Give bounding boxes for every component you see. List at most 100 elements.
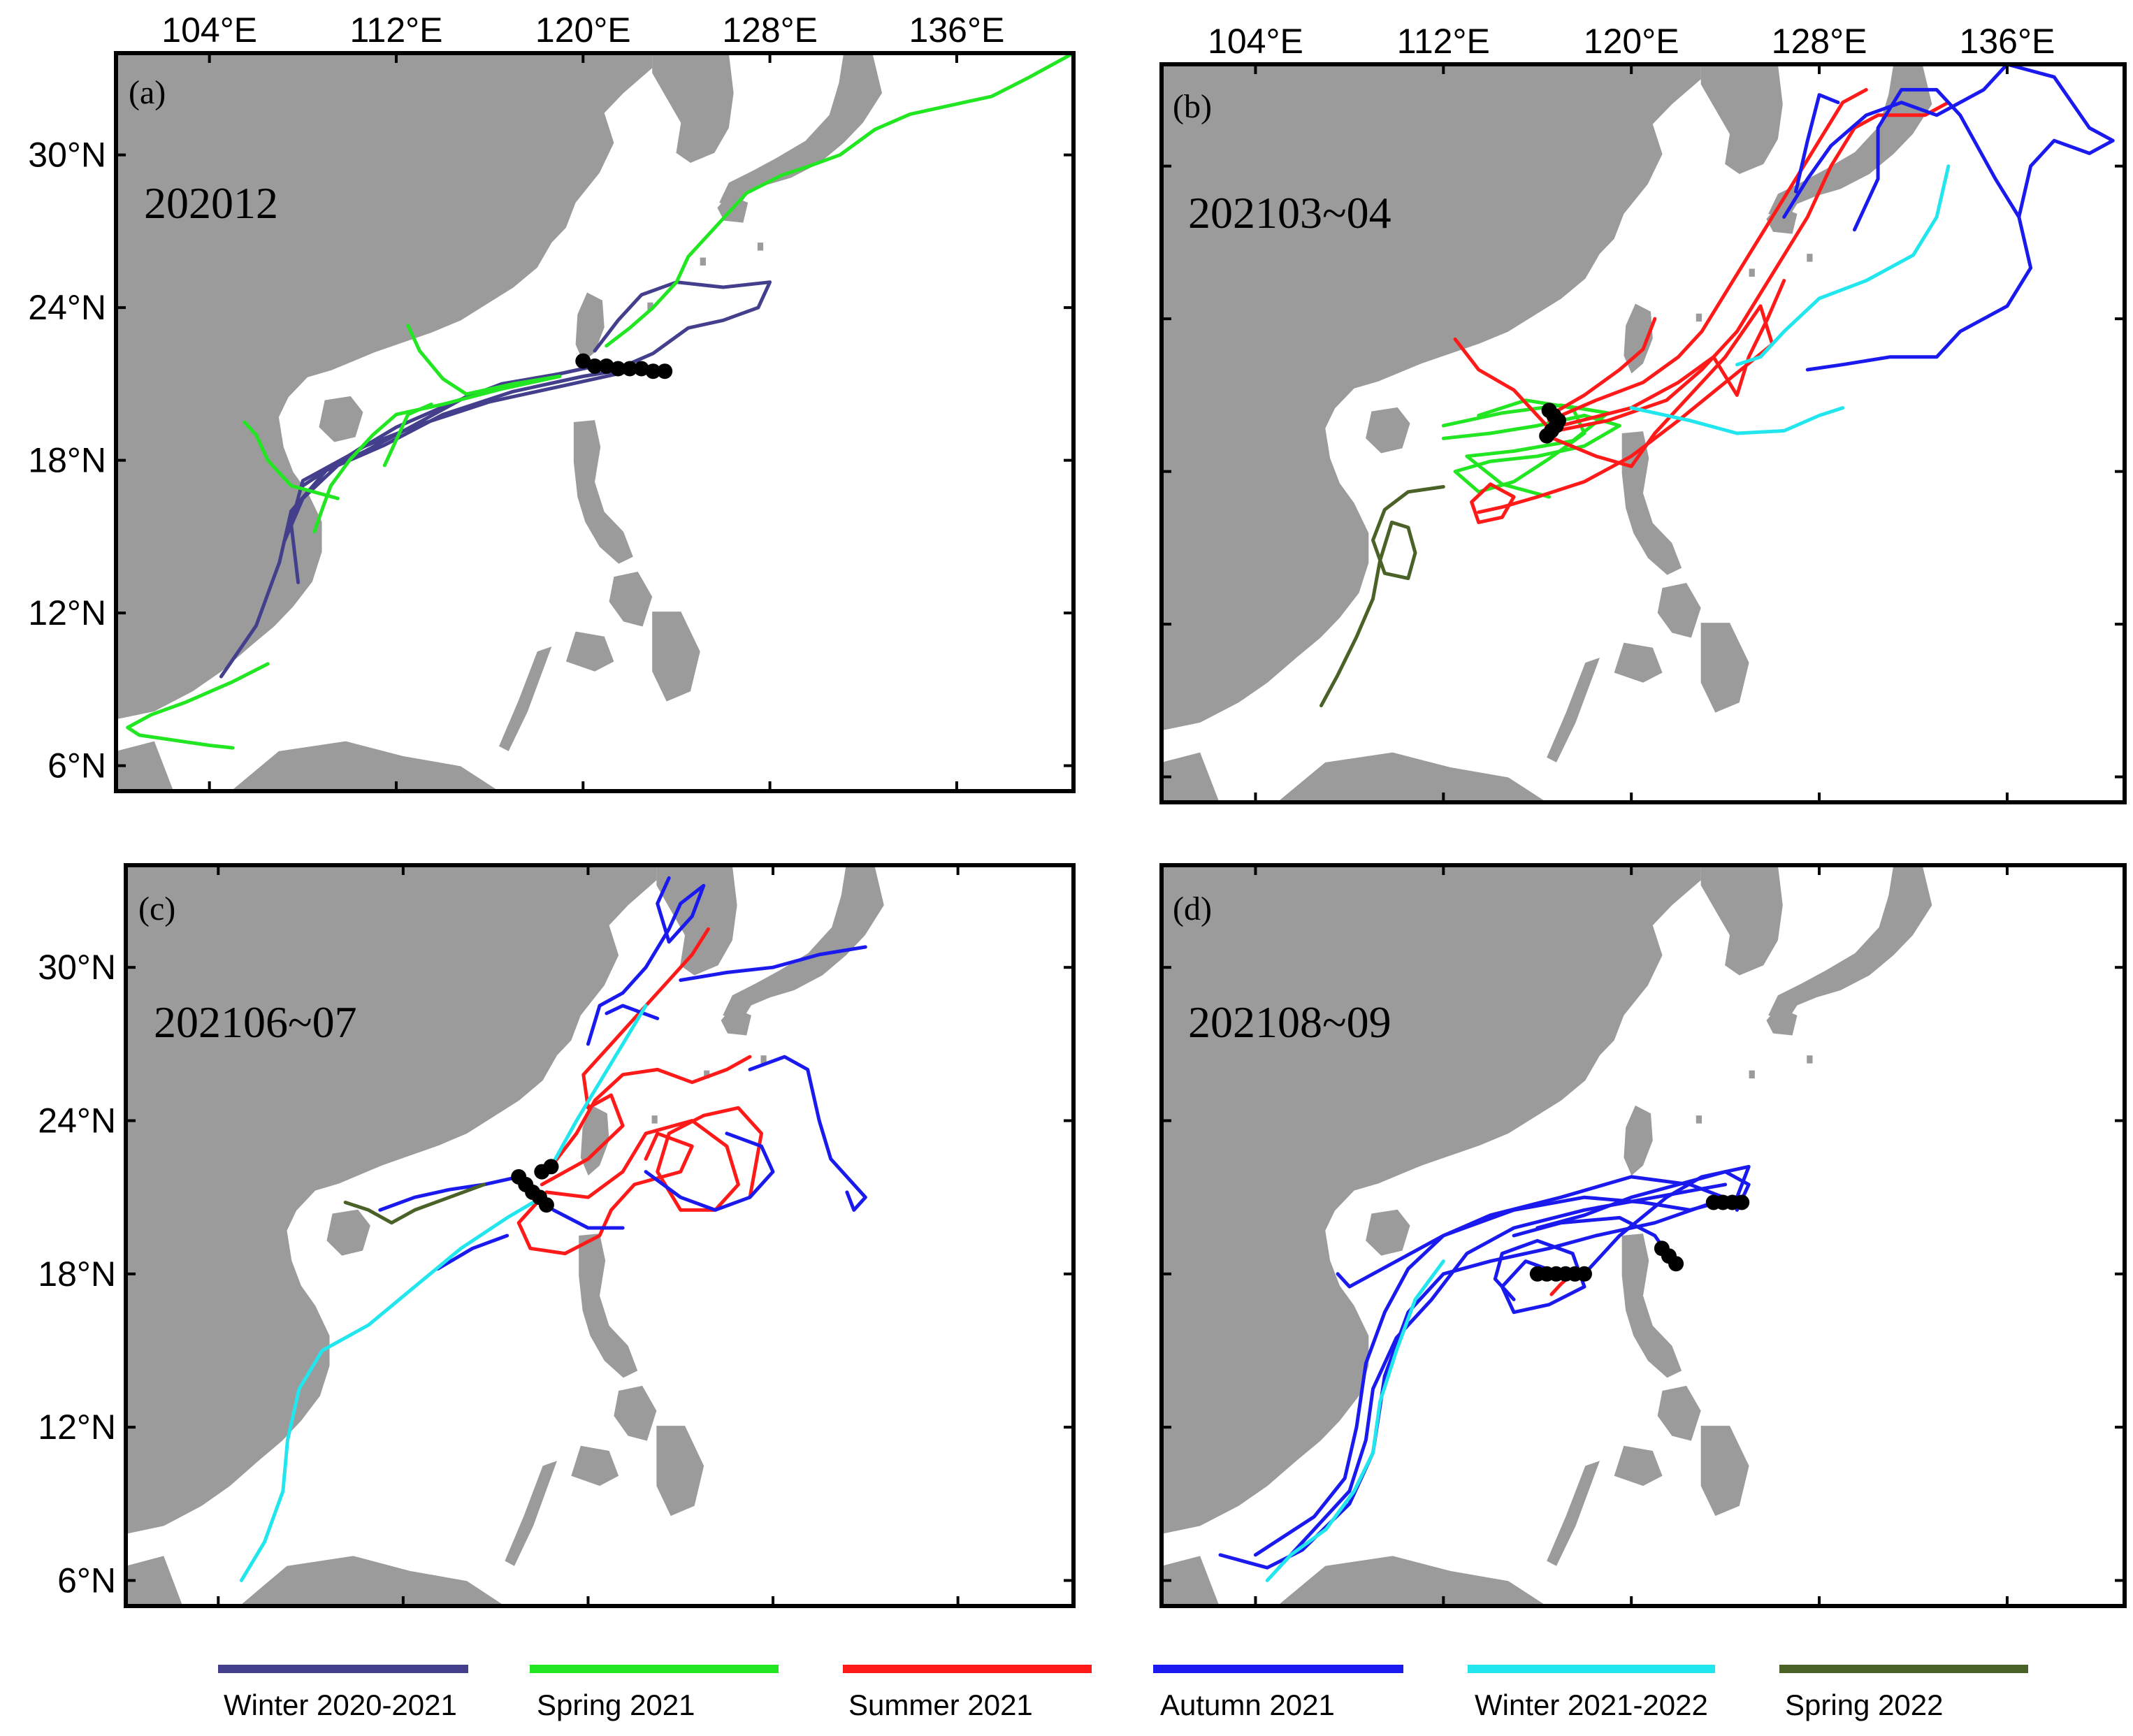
drifter-track-spring-2021: [382, 403, 433, 468]
drifter-track-autumn-2021: [1253, 1175, 1739, 1557]
release-points: [575, 353, 673, 379]
lat-tick-label: 18°N: [38, 1254, 116, 1294]
drifter-track-spring-2021: [1441, 403, 1610, 499]
lon-tick-label: 136°E: [909, 10, 1005, 50]
drifter-track-autumn-2021: [436, 1234, 509, 1271]
drifter-track-winter-2021-2022: [1629, 406, 1845, 435]
legend-label: Spring 2021: [537, 1688, 695, 1721]
release-point: [587, 358, 602, 374]
release-point: [645, 363, 661, 379]
axis-ticks: 6°N 12°N 18°N 24°N 30°N: [38, 865, 1073, 1606]
release-point: [575, 353, 591, 369]
legend-label: Winter 2020-2021: [224, 1688, 457, 1721]
legend-swatch: [1468, 1665, 1715, 1673]
drifter-track-spring-2021: [243, 420, 340, 500]
legend-item-winter-2021-2022: Winter 2021-2022: [1468, 1665, 1715, 1721]
panel-period: 202106~07: [154, 997, 357, 1047]
drifter-track-winter-2021-2022: [549, 1004, 648, 1169]
lat-tick-label: 12°N: [28, 593, 106, 632]
drifter-track-winter-2021-2022: [1265, 1259, 1445, 1582]
release-point: [1668, 1256, 1684, 1272]
drifter-track-winter-2020-2021: [301, 367, 644, 488]
drifter-track-spring-2022: [1319, 485, 1445, 708]
drifter-track-autumn-2021: [1493, 1238, 1586, 1315]
axis-ticks: [1162, 865, 2125, 1606]
drifter-track-autumn-2021: [551, 1208, 625, 1230]
legend: Winter 2020-2021 Spring 2021 Summer 2021…: [218, 1665, 2028, 1721]
drifter-track-autumn-2021: [1218, 1201, 1716, 1570]
drifter-track-autumn-2021: [1535, 1170, 1751, 1230]
legend-swatch: [843, 1665, 1092, 1673]
drifter-track-spring-2021: [312, 375, 562, 534]
drifter-track-autumn-2021: [679, 945, 867, 982]
drifter-track-autumn-2021: [378, 1175, 521, 1212]
legend-item-spring-2022: Spring 2022: [1779, 1665, 2028, 1721]
drifter-track-spring-2021: [126, 662, 270, 750]
release-point: [1734, 1194, 1750, 1210]
drifter-track-summer-2021: [1559, 279, 1786, 428]
lon-tick-label: 136°E: [1960, 22, 2055, 61]
drifter-track-winter-2021-2022: [1735, 164, 1951, 367]
drifter-track-autumn-2021: [748, 1055, 867, 1212]
panel-letter: (d): [1173, 890, 1212, 927]
lat-tick-label: 30°N: [38, 948, 116, 987]
release-point: [610, 361, 626, 377]
drifter-track-summer-2021: [1470, 482, 1516, 524]
drifter-track-spring-2021: [406, 324, 562, 396]
lon-tick-label: 104°E: [1208, 22, 1303, 61]
map-frame: [1159, 863, 2127, 1608]
panel-a: 104°E 112°E 120°E 128°E 136°E 6°N 12°N 18°N 24°N…: [28, 10, 1076, 793]
drifter-tracks: [1319, 62, 2115, 708]
map-frame: [1159, 62, 2127, 804]
release-point: [1539, 428, 1555, 444]
drifter-track-spring-2022: [343, 1182, 486, 1225]
drifter-track-autumn-2021: [1794, 93, 1840, 194]
drifter-track-summer-2021: [1554, 101, 1951, 433]
legend-label: Spring 2022: [1785, 1688, 1944, 1721]
legend-swatch: [530, 1665, 779, 1673]
legend-swatch: [1153, 1665, 1403, 1673]
drifter-track-autumn-2021: [605, 1004, 660, 1020]
drifter-track-spring-2021: [605, 51, 1076, 348]
panel-c: 6°N 12°N 18°N 24°N 30°N (c) 202106~07: [38, 863, 1076, 1608]
release-points: [511, 1159, 559, 1213]
lon-tick-label: 112°E: [1397, 22, 1490, 61]
drifter-track-autumn-2021: [1782, 62, 2115, 232]
release-point: [633, 361, 649, 377]
lon-tick-label: 120°E: [1584, 22, 1679, 61]
panel-period: 202012: [144, 178, 278, 228]
axis-ticks: 104°E 112°E 120°E 128°E 136°E: [1162, 22, 2125, 802]
map-frame: [124, 863, 1076, 1608]
drifter-track-summer-2021: [540, 927, 710, 1187]
drifter-track-summer-2021: [1453, 337, 1554, 433]
legend-label: Summer 2021: [848, 1688, 1033, 1721]
lon-tick-label: 120°E: [535, 10, 631, 50]
release-point: [543, 1159, 559, 1175]
lat-tick-label: 30°N: [28, 136, 106, 175]
lon-tick-label: 104°E: [161, 10, 257, 50]
axis-ticks: 104°E 112°E 120°E 128°E 136°E 6°N 12°N 18°N 24°N…: [28, 10, 1073, 791]
legend-item-summer-2021: Summer 2021: [843, 1665, 1092, 1721]
panel-letter: (b): [1173, 88, 1212, 125]
release-point: [1577, 1266, 1592, 1282]
lat-tick-label: 6°N: [57, 1561, 116, 1600]
panel-d: (d) 202108~09: [1159, 863, 2127, 1608]
drifter-track-autumn-2021: [1336, 1164, 1751, 1289]
lat-tick-label: 6°N: [48, 746, 106, 786]
drifter-track-autumn-2021: [1805, 215, 2033, 372]
lat-tick-label: 18°N: [28, 441, 106, 480]
drifter-tracks: [126, 51, 1076, 750]
legend-item-winter-2020-2021: Winter 2020-2021: [218, 1665, 468, 1721]
lon-tick-label: 128°E: [1772, 22, 1867, 61]
map-frame: [114, 51, 1076, 793]
legend-item-spring-2021: Spring 2021: [530, 1665, 779, 1721]
panel-period: 202103~04: [1188, 188, 1391, 238]
drifter-track-summer-2021: [549, 1055, 752, 1169]
drifter-track-autumn-2021: [644, 1131, 775, 1212]
drifter-track-summer-2021: [1547, 317, 1657, 417]
lon-tick-label: 112°E: [349, 10, 442, 50]
drifter-track-winter-2021-2022: [239, 1195, 544, 1582]
panel-b: 104°E 112°E 120°E 128°E 136°E (b) 202103~04: [1159, 22, 2127, 804]
legend-label: Winter 2021-2022: [1475, 1688, 1708, 1721]
release-points: [1539, 403, 1566, 444]
